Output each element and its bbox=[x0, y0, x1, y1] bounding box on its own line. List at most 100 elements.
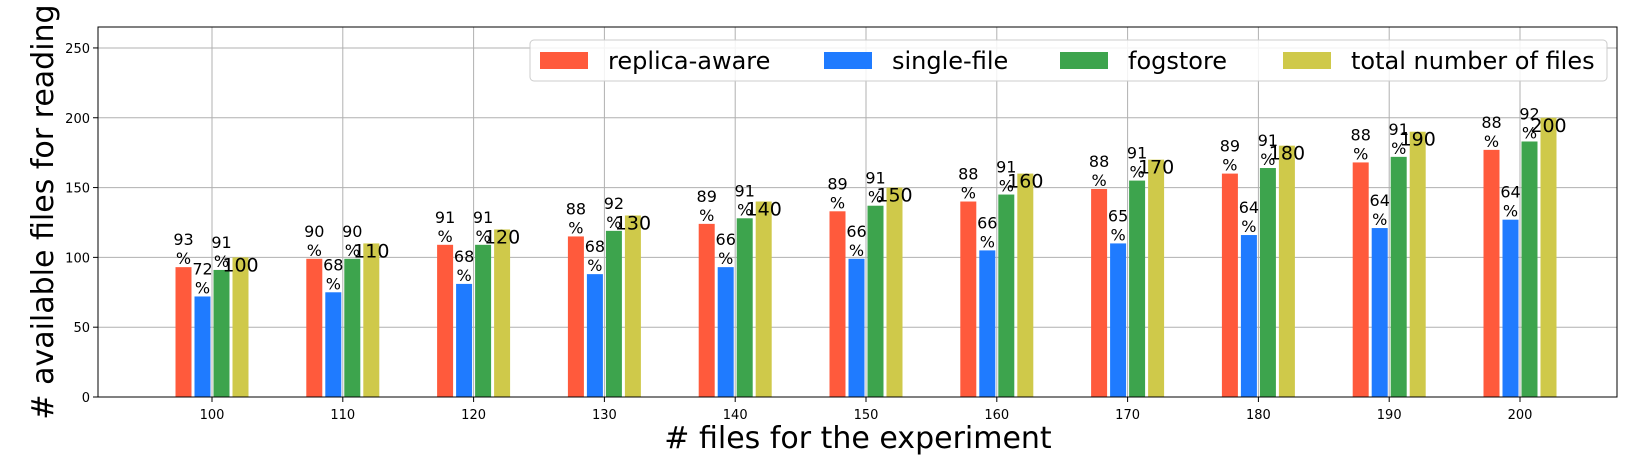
bar bbox=[232, 257, 249, 397]
legend-label: replica-aware bbox=[608, 47, 770, 75]
y-axis-title: # available files for reading bbox=[26, 4, 61, 419]
x-tick-label: 140 bbox=[723, 408, 748, 423]
legend-label: single-file bbox=[892, 47, 1008, 75]
x-tick-label: 120 bbox=[461, 408, 486, 423]
data-label: 89% bbox=[1220, 137, 1240, 175]
data-label: 91% bbox=[435, 208, 455, 246]
data-label: 170 bbox=[1138, 157, 1174, 179]
bar bbox=[755, 201, 772, 397]
data-label: 110 bbox=[353, 240, 389, 262]
bar bbox=[1129, 180, 1146, 397]
plot-area-frame bbox=[97, 26, 1618, 398]
data-label: 120 bbox=[484, 226, 520, 248]
data-label: 90% bbox=[304, 222, 324, 260]
data-label: 68% bbox=[454, 247, 474, 285]
bar bbox=[586, 274, 603, 397]
bar bbox=[1221, 173, 1238, 397]
data-label: 91% bbox=[1389, 120, 1409, 158]
data-label: 180 bbox=[1269, 143, 1305, 165]
data-label: 91% bbox=[865, 169, 885, 207]
data-label: 150 bbox=[876, 185, 912, 207]
data-label: 88% bbox=[566, 199, 586, 237]
data-label: 66% bbox=[977, 213, 997, 251]
data-label: 160 bbox=[1007, 171, 1043, 193]
bar bbox=[848, 258, 865, 397]
data-label: 68% bbox=[323, 255, 343, 293]
data-label: 130 bbox=[615, 212, 651, 234]
bar bbox=[886, 187, 903, 397]
bar bbox=[306, 258, 323, 397]
bar bbox=[867, 205, 884, 397]
data-label: 92% bbox=[1519, 104, 1539, 142]
legend: replica-aware single-file fogstore total nu… bbox=[529, 39, 1608, 82]
bar bbox=[567, 236, 584, 397]
x-axis-title: # files for the experiment bbox=[664, 421, 1052, 456]
bar bbox=[1148, 159, 1165, 397]
bar bbox=[194, 296, 211, 397]
data-label: 91% bbox=[1258, 131, 1278, 169]
data-label: 64% bbox=[1239, 198, 1259, 236]
data-label: 88% bbox=[1089, 152, 1109, 190]
data-label: 65% bbox=[1108, 206, 1128, 244]
bar bbox=[363, 243, 380, 397]
bars bbox=[175, 117, 1557, 398]
bar bbox=[456, 283, 473, 397]
bar bbox=[1110, 243, 1127, 397]
data-label: 64% bbox=[1500, 183, 1520, 221]
data-label: 88% bbox=[1351, 125, 1371, 163]
data-label: 91% bbox=[211, 233, 231, 271]
bar bbox=[175, 267, 192, 397]
bar bbox=[998, 194, 1015, 397]
bar bbox=[960, 201, 977, 397]
bar bbox=[1240, 235, 1257, 397]
legend-swatch bbox=[540, 52, 588, 69]
x-tick-label: 180 bbox=[1246, 408, 1271, 423]
data-label: 88% bbox=[958, 165, 978, 203]
bar bbox=[213, 269, 230, 397]
data-label: 91% bbox=[735, 181, 755, 219]
bar bbox=[475, 244, 492, 397]
data-label: 190 bbox=[1400, 129, 1436, 151]
bar bbox=[1371, 228, 1388, 397]
y-tick-label: 150 bbox=[65, 182, 90, 197]
bar bbox=[736, 218, 753, 397]
data-label: 72% bbox=[192, 259, 212, 297]
bar bbox=[344, 258, 361, 397]
legend-swatch bbox=[1060, 52, 1108, 69]
x-tick-label: 160 bbox=[984, 408, 1009, 423]
x-tick-label: 200 bbox=[1508, 408, 1533, 423]
data-label: 64% bbox=[1370, 191, 1390, 229]
y-tick-label: 0 bbox=[82, 391, 90, 406]
bar bbox=[1278, 145, 1295, 397]
x-tick-label: 110 bbox=[330, 408, 355, 423]
y-tick-label: 50 bbox=[73, 321, 90, 336]
bar bbox=[1390, 156, 1407, 397]
x-tick-label: 130 bbox=[592, 408, 617, 423]
x-tick-label: 170 bbox=[1115, 408, 1140, 423]
bar bbox=[829, 211, 846, 397]
data-label: 91% bbox=[473, 208, 493, 246]
legend-swatch bbox=[824, 52, 872, 69]
bar bbox=[1352, 162, 1369, 397]
x-tick-label: 150 bbox=[854, 408, 879, 423]
bar bbox=[605, 230, 622, 397]
data-label: 93% bbox=[173, 230, 193, 268]
data-label: 66% bbox=[716, 230, 736, 268]
legend-label: fogstore bbox=[1128, 47, 1227, 75]
bar bbox=[1409, 131, 1426, 397]
legend-label: total number of files bbox=[1351, 47, 1595, 75]
bar bbox=[1502, 219, 1519, 397]
bar bbox=[1521, 141, 1538, 397]
y-tick-label: 100 bbox=[65, 251, 90, 266]
bar bbox=[1017, 173, 1034, 397]
data-label: 200 bbox=[1530, 115, 1566, 137]
bar bbox=[494, 229, 511, 397]
y-tick-label: 200 bbox=[65, 112, 90, 127]
bar bbox=[1483, 149, 1500, 397]
bar bbox=[325, 292, 342, 397]
y-tick-label: 250 bbox=[65, 42, 90, 57]
data-label: 100 bbox=[222, 254, 258, 276]
data-label: 91% bbox=[1127, 144, 1147, 182]
data-label: 140 bbox=[746, 199, 782, 221]
